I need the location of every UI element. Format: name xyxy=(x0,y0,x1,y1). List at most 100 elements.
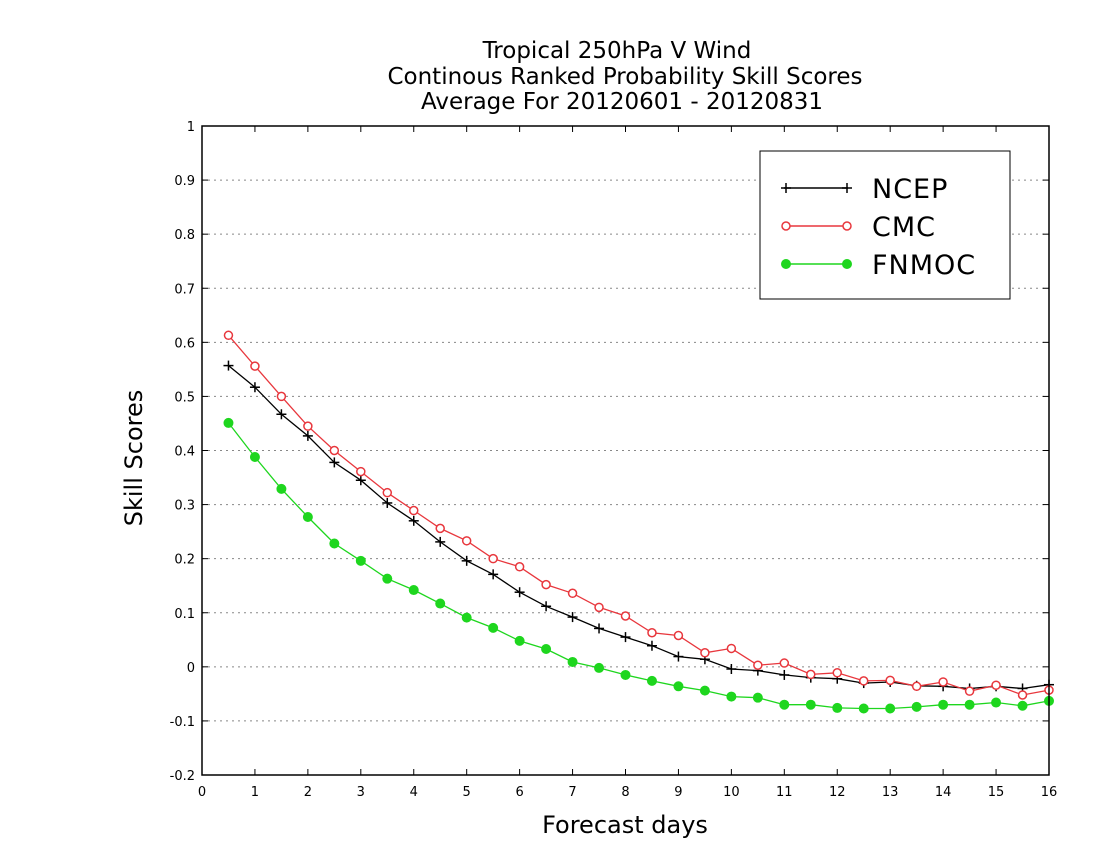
data-point-fnmoc xyxy=(223,417,234,428)
data-point-cmc xyxy=(435,523,445,534)
data-point-cmc xyxy=(620,611,631,621)
data-point-fnmoc xyxy=(249,451,260,462)
chart-title-line-3: Average For 20120601 - 20120831 xyxy=(421,89,823,115)
data-point-fnmoc xyxy=(355,555,366,566)
x-tick-label: 8 xyxy=(621,785,629,800)
data-point-ncep xyxy=(488,569,499,580)
x-tick-label: 11 xyxy=(776,785,793,800)
legend-marker-ncep xyxy=(842,183,852,193)
x-tick-label: 6 xyxy=(515,785,523,800)
legend-label-cmc: CMC xyxy=(872,212,936,243)
data-point-ncep xyxy=(567,612,578,623)
data-point-cmc xyxy=(356,466,366,477)
data-point-ncep xyxy=(541,601,552,612)
series-fnmoc xyxy=(223,417,1054,714)
legend-item-cmc: CMC xyxy=(781,212,936,243)
data-point-fnmoc xyxy=(276,483,287,494)
data-point-fnmoc xyxy=(408,585,419,596)
y-tick-label: 0.1 xyxy=(174,607,195,622)
data-point-cmc xyxy=(276,391,287,402)
data-point-fnmoc xyxy=(594,662,605,673)
data-point-fnmoc xyxy=(488,622,499,633)
data-point-ncep xyxy=(646,640,657,651)
series-layer xyxy=(223,330,1054,714)
data-point-fnmoc xyxy=(699,685,710,696)
data-point-ncep xyxy=(461,555,472,566)
legend-label-ncep: NCEP xyxy=(872,174,948,205)
y-tick-label: 0.2 xyxy=(174,553,195,568)
data-point-fnmoc xyxy=(832,702,843,713)
data-point-cmc xyxy=(541,579,551,590)
data-point-ncep xyxy=(329,457,340,468)
data-point-cmc xyxy=(885,675,895,686)
data-point-cmc xyxy=(991,680,1001,690)
data-point-fnmoc xyxy=(752,692,763,703)
data-point-fnmoc xyxy=(779,699,790,710)
data-point-cmc xyxy=(753,660,763,670)
x-tick-label: 0 xyxy=(198,785,206,800)
legend-item-ncep: NCEP xyxy=(781,174,948,205)
x-tick-label: 4 xyxy=(410,785,418,800)
data-point-cmc xyxy=(594,602,604,613)
y-tick-label: 0.5 xyxy=(174,390,195,405)
y-tick-label: 0.6 xyxy=(174,336,195,351)
data-point-cmc xyxy=(700,648,710,658)
data-point-cmc xyxy=(329,445,340,456)
x-tick-label: 9 xyxy=(674,785,682,800)
x-axis-ticks: 0 1 2 3 4 5 6 7 8 9 10 11 12 13 14 15 16 xyxy=(198,126,1057,800)
data-point-fnmoc xyxy=(673,681,684,692)
y-tick-label: 0.7 xyxy=(174,282,195,297)
data-point-ncep xyxy=(302,430,313,441)
data-point-cmc xyxy=(806,669,816,680)
y-tick-label: 1 xyxy=(187,120,195,135)
x-tick-label: 14 xyxy=(935,785,952,800)
data-point-fnmoc xyxy=(911,701,922,712)
data-point-cmc xyxy=(673,630,684,641)
x-axis-label: Forecast days xyxy=(542,811,708,839)
data-point-cmc xyxy=(726,643,737,654)
data-point-fnmoc xyxy=(382,573,393,584)
x-tick-label: 5 xyxy=(463,785,471,800)
legend-marker-cmc xyxy=(781,221,791,231)
legend-marker-fnmoc xyxy=(842,259,852,269)
series-line-ncep xyxy=(228,365,1050,690)
chart-title-line-1: Tropical 250hPa V Wind xyxy=(482,38,752,64)
data-point-fnmoc xyxy=(858,703,869,714)
data-point-fnmoc xyxy=(620,669,631,680)
x-tick-label: 12 xyxy=(829,785,846,800)
series-line-fnmoc xyxy=(227,422,1050,710)
data-point-ncep xyxy=(673,651,684,662)
legend-marker-fnmoc xyxy=(781,259,791,269)
x-tick-label: 7 xyxy=(568,785,576,800)
y-tick-label: -0.1 xyxy=(170,715,195,730)
data-point-ncep xyxy=(620,632,631,643)
x-tick-label: 16 xyxy=(1041,785,1058,800)
data-point-fnmoc xyxy=(435,598,446,609)
data-point-cmc xyxy=(382,487,393,498)
data-point-fnmoc xyxy=(964,699,975,710)
data-point-ncep xyxy=(276,409,287,420)
data-point-ncep xyxy=(382,497,393,508)
data-point-cmc xyxy=(250,361,260,371)
y-tick-label: 0 xyxy=(187,661,195,676)
y-tick-label: 0.9 xyxy=(174,174,195,189)
x-tick-label: 13 xyxy=(882,785,899,800)
data-point-ncep xyxy=(594,623,605,634)
data-point-cmc xyxy=(647,628,657,638)
data-point-ncep xyxy=(223,360,234,371)
legend-marker-ncep xyxy=(781,183,791,193)
data-point-cmc xyxy=(938,677,948,687)
y-tick-label: 0.4 xyxy=(174,445,195,460)
legend-label-fnmoc: FNMOC xyxy=(872,250,976,281)
data-point-cmc xyxy=(409,505,419,516)
data-point-fnmoc xyxy=(726,691,737,702)
data-point-ncep xyxy=(514,587,525,598)
data-point-cmc xyxy=(858,676,869,686)
series-ncep xyxy=(223,360,1054,694)
y-axis-label: Skill Scores xyxy=(120,390,148,527)
legend: NCEP CMC FNMOC xyxy=(759,150,1011,300)
y-tick-label: 0.3 xyxy=(174,499,195,514)
data-point-fnmoc xyxy=(461,612,472,623)
chart-title: Tropical 250hPa V Wind Continous Ranked … xyxy=(387,38,862,115)
